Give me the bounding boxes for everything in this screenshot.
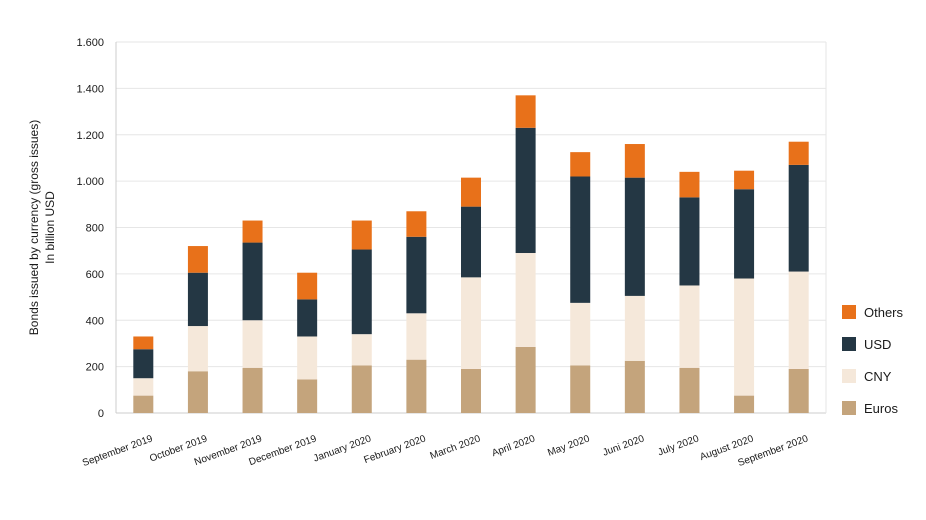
x-tick-label: May 2020 <box>546 433 591 459</box>
bar-segment-usd-july-2020 <box>679 197 700 286</box>
legend: Others USD CNY Euros <box>842 305 904 416</box>
bar-segment-euros-juni-2020 <box>624 360 645 413</box>
bar-segment-euros-february-2020 <box>406 359 427 413</box>
bar-segment-cny-april-2020 <box>515 253 536 347</box>
bar-segment-cny-september-2019 <box>133 378 154 396</box>
legend-swatch-cny <box>842 369 856 383</box>
bar-segment-euros-march-2020 <box>461 368 481 413</box>
bar-segment-usd-juni-2020 <box>624 177 645 296</box>
x-tick-label: Juni 2020 <box>601 433 646 458</box>
y-tick-label: 1.600 <box>76 37 104 49</box>
y-tick-label: 400 <box>86 315 104 327</box>
legend-label-others: Others <box>864 305 904 320</box>
bar-segment-usd-april-2020 <box>515 127 536 254</box>
bar-segment-usd-february-2020 <box>406 236 427 314</box>
bar-segment-others-december-2019 <box>297 272 318 300</box>
bar-segment-others-july-2020 <box>679 171 700 198</box>
legend-swatch-euros <box>842 401 856 415</box>
bar-segment-others-march-2020 <box>461 177 481 207</box>
bar-segment-euros-july-2020 <box>679 367 700 413</box>
bar-segment-usd-september-2019 <box>133 349 154 379</box>
bar-segment-usd-august-2020 <box>734 189 755 279</box>
bar-segment-usd-september-2020 <box>788 164 809 272</box>
bar-segment-usd-december-2019 <box>297 299 318 337</box>
y-axis-label-line: Bonds issued by currency (gross issues) <box>27 120 41 335</box>
bar-segment-euros-december-2019 <box>297 379 318 413</box>
bar-segment-cny-december-2019 <box>297 336 318 380</box>
bar-segment-cny-february-2020 <box>406 313 427 360</box>
x-tick-label: April 2020 <box>491 433 537 459</box>
bar-segment-usd-may-2020 <box>570 176 591 303</box>
bar-segment-euros-november-2019 <box>242 367 263 413</box>
legend-swatch-usd <box>842 337 856 351</box>
bar-segment-euros-september-2020 <box>788 368 809 413</box>
y-axis-label-line: In billion USD <box>43 191 57 264</box>
y-tick-label: 1.200 <box>76 130 104 142</box>
y-axis-label: Bonds issued by currency (gross issues) I… <box>27 120 57 335</box>
bar-segment-others-january-2020 <box>351 220 372 250</box>
bar-segment-cny-september-2020 <box>788 271 809 369</box>
bar-segment-euros-january-2020 <box>351 365 372 413</box>
x-tick-label: September 2019 <box>81 433 155 469</box>
bar-segment-cny-january-2020 <box>351 334 372 366</box>
y-tick-label: 1.000 <box>76 176 104 188</box>
x-tick-label: July 2020 <box>656 433 700 458</box>
legend-label-cny: CNY <box>864 369 892 384</box>
legend-swatch-others <box>842 305 856 319</box>
bar-segment-cny-march-2020 <box>461 277 481 369</box>
y-tick-labels: 0 200 400 600 800 1.000 1.200 1.400 1.600 <box>76 37 104 420</box>
bar-segment-others-april-2020 <box>515 95 536 128</box>
bar-segment-usd-october-2019 <box>187 272 208 327</box>
y-tick-label: 800 <box>86 223 104 235</box>
bar-segment-cny-august-2020 <box>734 278 755 396</box>
bars <box>133 95 809 413</box>
bar-segment-cny-october-2019 <box>187 326 208 372</box>
bar-segment-euros-may-2020 <box>570 365 591 413</box>
bar-segment-euros-august-2020 <box>734 395 755 413</box>
bar-segment-cny-may-2020 <box>570 302 591 366</box>
bar-segment-others-february-2020 <box>406 211 427 237</box>
bar-segment-usd-november-2019 <box>242 242 263 321</box>
bar-segment-others-may-2020 <box>570 152 591 177</box>
bar-segment-others-september-2019 <box>133 336 154 350</box>
bar-segment-usd-january-2020 <box>351 249 372 335</box>
bar-segment-others-november-2019 <box>242 220 263 243</box>
y-tick-label: 1.400 <box>76 83 104 95</box>
bar-segment-others-august-2020 <box>734 170 755 190</box>
bar-segment-euros-september-2019 <box>133 395 154 413</box>
y-tick-label: 0 <box>98 408 104 420</box>
bar-segment-euros-october-2019 <box>187 371 208 413</box>
bar-segment-cny-november-2019 <box>242 320 263 368</box>
legend-label-usd: USD <box>864 337 891 352</box>
bar-segment-cny-juni-2020 <box>624 295 645 361</box>
bar-segment-euros-april-2020 <box>515 346 536 413</box>
y-tick-label: 600 <box>86 269 104 281</box>
x-tick-label: March 2020 <box>429 433 483 462</box>
x-tick-label: February 2020 <box>363 433 428 466</box>
y-tick-label: 200 <box>86 362 104 374</box>
bar-segment-cny-july-2020 <box>679 285 700 368</box>
bar-segment-usd-march-2020 <box>461 206 481 278</box>
bar-segment-others-october-2019 <box>187 246 208 273</box>
bar-segment-others-juni-2020 <box>624 144 645 178</box>
legend-label-euros: Euros <box>864 401 898 416</box>
bar-segment-others-september-2020 <box>788 141 809 165</box>
